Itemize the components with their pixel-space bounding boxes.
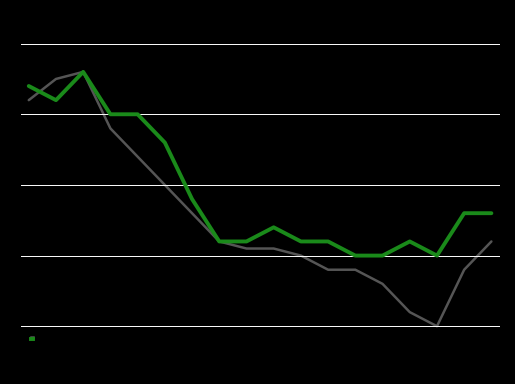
- Legend: , : ,: [31, 336, 33, 340]
